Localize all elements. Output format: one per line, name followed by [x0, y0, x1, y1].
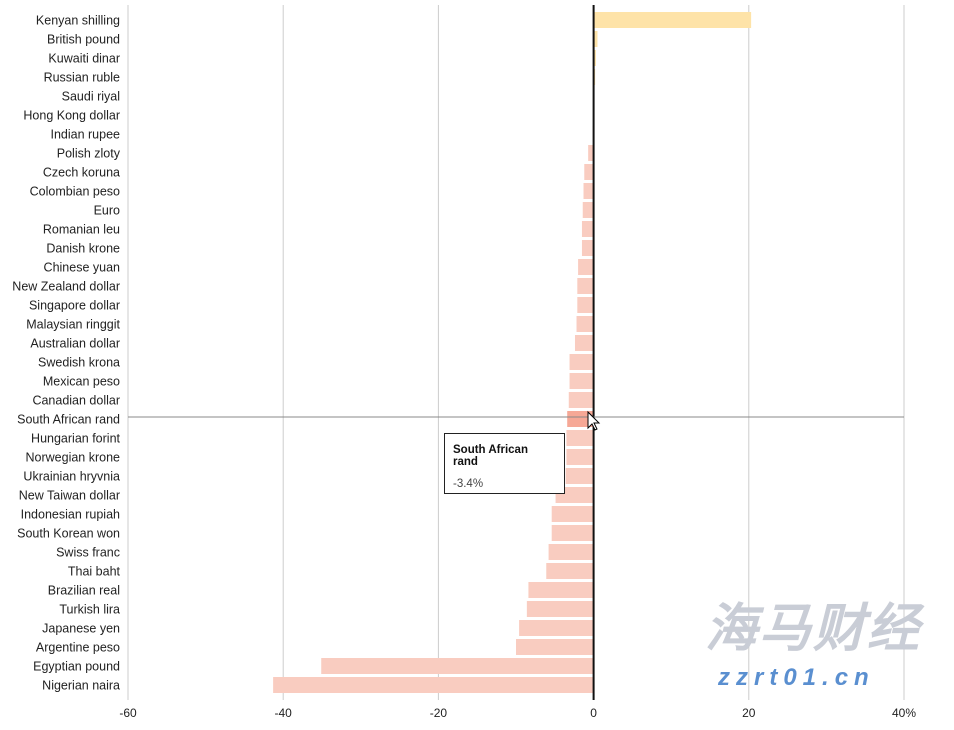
category-label: British pound — [47, 33, 120, 47]
category-label: Canadian dollar — [32, 394, 120, 408]
bar — [593, 31, 598, 47]
category-label: Thai baht — [68, 565, 121, 579]
bar — [516, 639, 594, 655]
bar — [584, 164, 594, 180]
category-label: Norwegian krone — [26, 451, 121, 465]
category-label: Polish zloty — [57, 147, 121, 161]
bar — [569, 373, 594, 389]
bar — [582, 202, 594, 218]
x-tick-label: -20 — [430, 706, 448, 720]
category-label: Swiss franc — [56, 546, 120, 560]
bar — [321, 658, 594, 674]
tooltip-value: -3.4% — [453, 478, 484, 490]
category-label: Russian ruble — [44, 71, 120, 85]
category-label: Argentine peso — [36, 641, 120, 655]
category-label: Mexican peso — [43, 375, 120, 389]
bar — [551, 525, 594, 541]
category-label: Chinese yuan — [44, 261, 120, 275]
x-tick-label: 40% — [892, 706, 916, 720]
bar — [546, 563, 594, 579]
category-label: Czech koruna — [43, 166, 120, 180]
bar — [551, 506, 594, 522]
watermark-url: zzrt01.cn — [718, 664, 875, 691]
bar — [578, 259, 594, 275]
bar — [566, 449, 594, 465]
bar — [581, 221, 594, 237]
category-label: Romanian leu — [43, 223, 120, 237]
bar — [581, 240, 594, 256]
category-label: Japanese yen — [42, 622, 120, 636]
bar — [548, 544, 594, 560]
category-label: Hungarian forint — [31, 432, 120, 446]
category-label: New Zealand dollar — [12, 280, 120, 294]
bar — [577, 297, 594, 313]
x-tick-label: -40 — [275, 706, 293, 720]
category-label: Danish krone — [46, 242, 120, 256]
category-label: Ukrainian hryvnia — [23, 470, 120, 484]
cursor-arrow-icon — [587, 410, 601, 431]
category-label: Egyptian pound — [33, 660, 120, 674]
bar — [588, 145, 594, 161]
category-label: Kenyan shilling — [36, 14, 120, 28]
category-label: South African rand — [17, 413, 120, 427]
category-label: South Korean won — [17, 527, 120, 541]
bar — [568, 392, 594, 408]
category-label: Saudi riyal — [62, 90, 120, 104]
bar — [569, 354, 594, 370]
category-label: Swedish krona — [38, 356, 120, 370]
bar — [567, 411, 594, 427]
tooltip: South African rand -3.4% — [444, 433, 565, 494]
bar — [577, 278, 594, 294]
category-label: Brazilian real — [48, 584, 120, 598]
category-label: Colombian peso — [30, 185, 120, 199]
category-label: Kuwaiti dinar — [48, 52, 120, 66]
category-label: Singapore dollar — [29, 299, 120, 313]
x-tick-label: -60 — [119, 706, 137, 720]
bar — [566, 430, 594, 446]
category-label: Australian dollar — [30, 337, 120, 351]
watermark-logo: 海马财经 — [705, 600, 921, 658]
watermark-text: 海马财经 — [705, 600, 922, 658]
bar — [565, 468, 594, 484]
bar — [593, 12, 752, 28]
bar — [574, 335, 594, 351]
category-label: Malaysian ringgit — [26, 318, 120, 332]
category-label: Turkish lira — [59, 603, 120, 617]
bar — [273, 677, 594, 693]
category-label: Hong Kong dollar — [23, 109, 120, 123]
tooltip-title: South African rand — [453, 444, 528, 468]
bar — [593, 50, 596, 66]
bar — [583, 183, 594, 199]
bar — [519, 620, 594, 636]
bar — [528, 582, 594, 598]
x-tick-label: 20 — [742, 706, 756, 720]
bar — [576, 316, 594, 332]
category-label: Euro — [94, 204, 120, 218]
category-label: Indian rupee — [50, 128, 120, 142]
category-label: New Taiwan dollar — [19, 489, 120, 503]
bar — [526, 601, 594, 617]
bar — [555, 487, 594, 503]
x-tick-label: 0 — [590, 706, 597, 720]
category-label: Nigerian naira — [42, 679, 120, 693]
category-label: Indonesian rupiah — [21, 508, 120, 522]
